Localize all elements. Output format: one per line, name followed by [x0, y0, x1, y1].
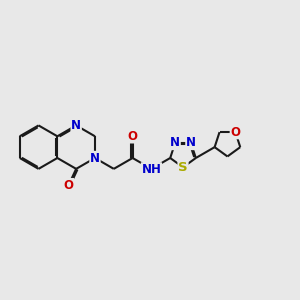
Text: O: O — [64, 179, 74, 192]
Text: N: N — [71, 119, 81, 132]
Text: O: O — [128, 130, 138, 143]
Text: NH: NH — [142, 163, 161, 176]
Text: S: S — [178, 161, 188, 174]
Text: O: O — [230, 126, 240, 139]
Text: N: N — [170, 136, 180, 149]
Text: N: N — [90, 152, 100, 164]
Text: N: N — [186, 136, 196, 149]
